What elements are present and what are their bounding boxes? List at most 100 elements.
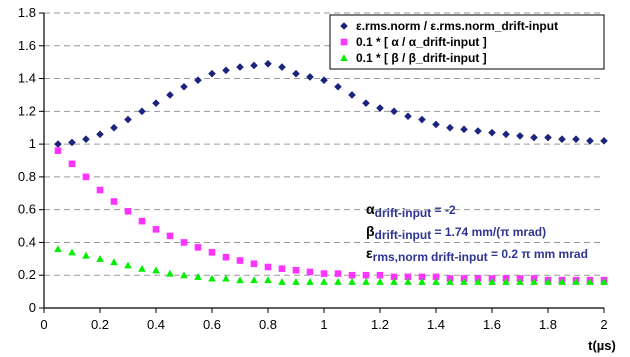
data-point-series-3: [166, 269, 174, 277]
data-point-series-1: [572, 135, 580, 143]
data-point-series-3: [586, 277, 594, 285]
data-point-series-3: [54, 245, 62, 253]
data-point-series-3: [278, 277, 286, 285]
x-tick-label: 0.8: [259, 317, 277, 332]
data-point-series-1: [586, 137, 594, 145]
data-point-series-1: [474, 127, 482, 135]
data-point-series-3: [348, 277, 356, 285]
y-tick-label: 1.2: [18, 103, 36, 118]
data-point-series-3: [236, 276, 244, 284]
y-tick-label: 1.4: [18, 71, 36, 86]
data-point-series-3: [152, 266, 160, 274]
data-point-series-1: [166, 91, 174, 99]
data-point-series-1: [152, 99, 160, 107]
data-point-series-1: [600, 137, 608, 145]
data-point-series-2: [138, 217, 146, 225]
data-point-series-1: [208, 69, 216, 78]
data-point-series-3: [446, 277, 454, 285]
data-point-series-3: [404, 277, 412, 285]
data-point-series-2: [348, 271, 356, 279]
data-point-series-1: [320, 76, 328, 84]
data-point-series-3: [516, 277, 524, 285]
data-point-series-2: [82, 173, 90, 181]
data-point-series-2: [54, 147, 62, 154]
x-tick-label: 1: [320, 317, 327, 332]
data-point-series-3: [208, 274, 216, 282]
data-point-series-3: [488, 277, 496, 285]
legend: ε.rms.norm / ε.rms.norm_drift-input 0.1 *…: [329, 14, 605, 70]
data-point-series-2: [278, 265, 286, 272]
data-point-series-1: [138, 107, 146, 116]
data-point-series-2: [68, 160, 76, 168]
data-point-series-3: [194, 273, 202, 280]
data-point-series-2: [334, 270, 342, 277]
data-point-series-3: [82, 251, 90, 259]
axes: 0 0.2 0.4 0.6 0.8 1 1.2 1.4 1.6 1.8 0 0.2 0.4 0.6 0.8 1…: [18, 5, 616, 353]
x-tick-label: 1.8: [539, 317, 557, 332]
data-point-series-3: [292, 277, 300, 285]
data-point-series-2: [124, 208, 132, 215]
data-point-series-2: [194, 244, 202, 251]
data-point-series-3: [124, 261, 132, 269]
data-point-series-2: [250, 260, 258, 268]
data-point-series-3: [96, 255, 104, 262]
data-point-series-2: [376, 271, 384, 279]
data-point-series-1: [544, 133, 552, 142]
data-point-series-3: [502, 277, 510, 285]
data-point-series-2: [362, 271, 370, 279]
x-tick-label: 0.6: [203, 317, 221, 332]
data-point-series-3: [138, 264, 146, 272]
data-point-series-1: [68, 138, 76, 147]
data-point-series-3: [320, 277, 328, 285]
x-tick-label: 1.4: [427, 317, 445, 332]
data-point-series-1: [82, 135, 90, 143]
data-point-series-1: [110, 123, 118, 132]
data-point-series-3: [306, 277, 314, 285]
data-point-series-1: [292, 69, 300, 78]
data-point-series-1: [530, 133, 538, 142]
data-points: [54, 60, 608, 285]
data-point-series-3: [544, 277, 552, 285]
data-point-series-3: [572, 277, 580, 285]
data-point-series-1: [306, 73, 314, 81]
data-point-series-3: [460, 277, 468, 285]
x-tick-label: 0: [40, 317, 47, 332]
annotation-text: εrms,norm drift-input = 0.2 π mm mrad: [366, 245, 588, 264]
data-point-series-2: [390, 273, 398, 281]
data-point-series-3: [222, 274, 230, 282]
data-point-series-3: [110, 258, 118, 266]
x-tick-label: 1.2: [371, 317, 389, 332]
y-tick-label: 0.4: [18, 234, 36, 249]
legend-label: 0.1 * [ α / α_drift-input ]: [356, 35, 487, 49]
data-point-series-3: [334, 277, 342, 285]
data-point-series-1: [250, 61, 258, 70]
data-point-series-1: [488, 128, 496, 137]
data-point-series-2: [432, 273, 440, 281]
data-point-series-1: [222, 66, 230, 75]
data-point-series-3: [558, 277, 566, 285]
legend-marker: [340, 54, 348, 62]
data-point-series-2: [236, 257, 244, 264]
data-point-series-3: [376, 277, 384, 285]
data-point-series-2: [404, 273, 412, 281]
x-tick-label: 0.2: [91, 317, 109, 332]
data-point-series-1: [376, 104, 384, 112]
data-point-series-3: [250, 276, 258, 284]
data-point-series-1: [558, 135, 566, 143]
data-point-series-2: [166, 232, 174, 240]
y-tick-label: 1.6: [18, 38, 36, 53]
annotation-text: βdrift-input = 1.74 mm/(π mrad): [366, 223, 546, 242]
x-tick-label: 1.6: [483, 317, 501, 332]
data-point-series-1: [334, 82, 342, 91]
x-axis-label: t(µs): [588, 338, 616, 353]
data-point-series-3: [600, 277, 608, 285]
y-tick-label: 0.2: [18, 267, 36, 282]
data-point-series-3: [362, 277, 370, 285]
y-tick-label: 1: [29, 136, 36, 151]
data-point-series-1: [194, 76, 202, 84]
x-tick-label: 0.4: [147, 317, 165, 332]
data-point-series-2: [180, 239, 188, 246]
legend-label: ε.rms.norm / ε.rms.norm_drift-input: [356, 19, 558, 33]
data-point-series-1: [54, 140, 62, 148]
